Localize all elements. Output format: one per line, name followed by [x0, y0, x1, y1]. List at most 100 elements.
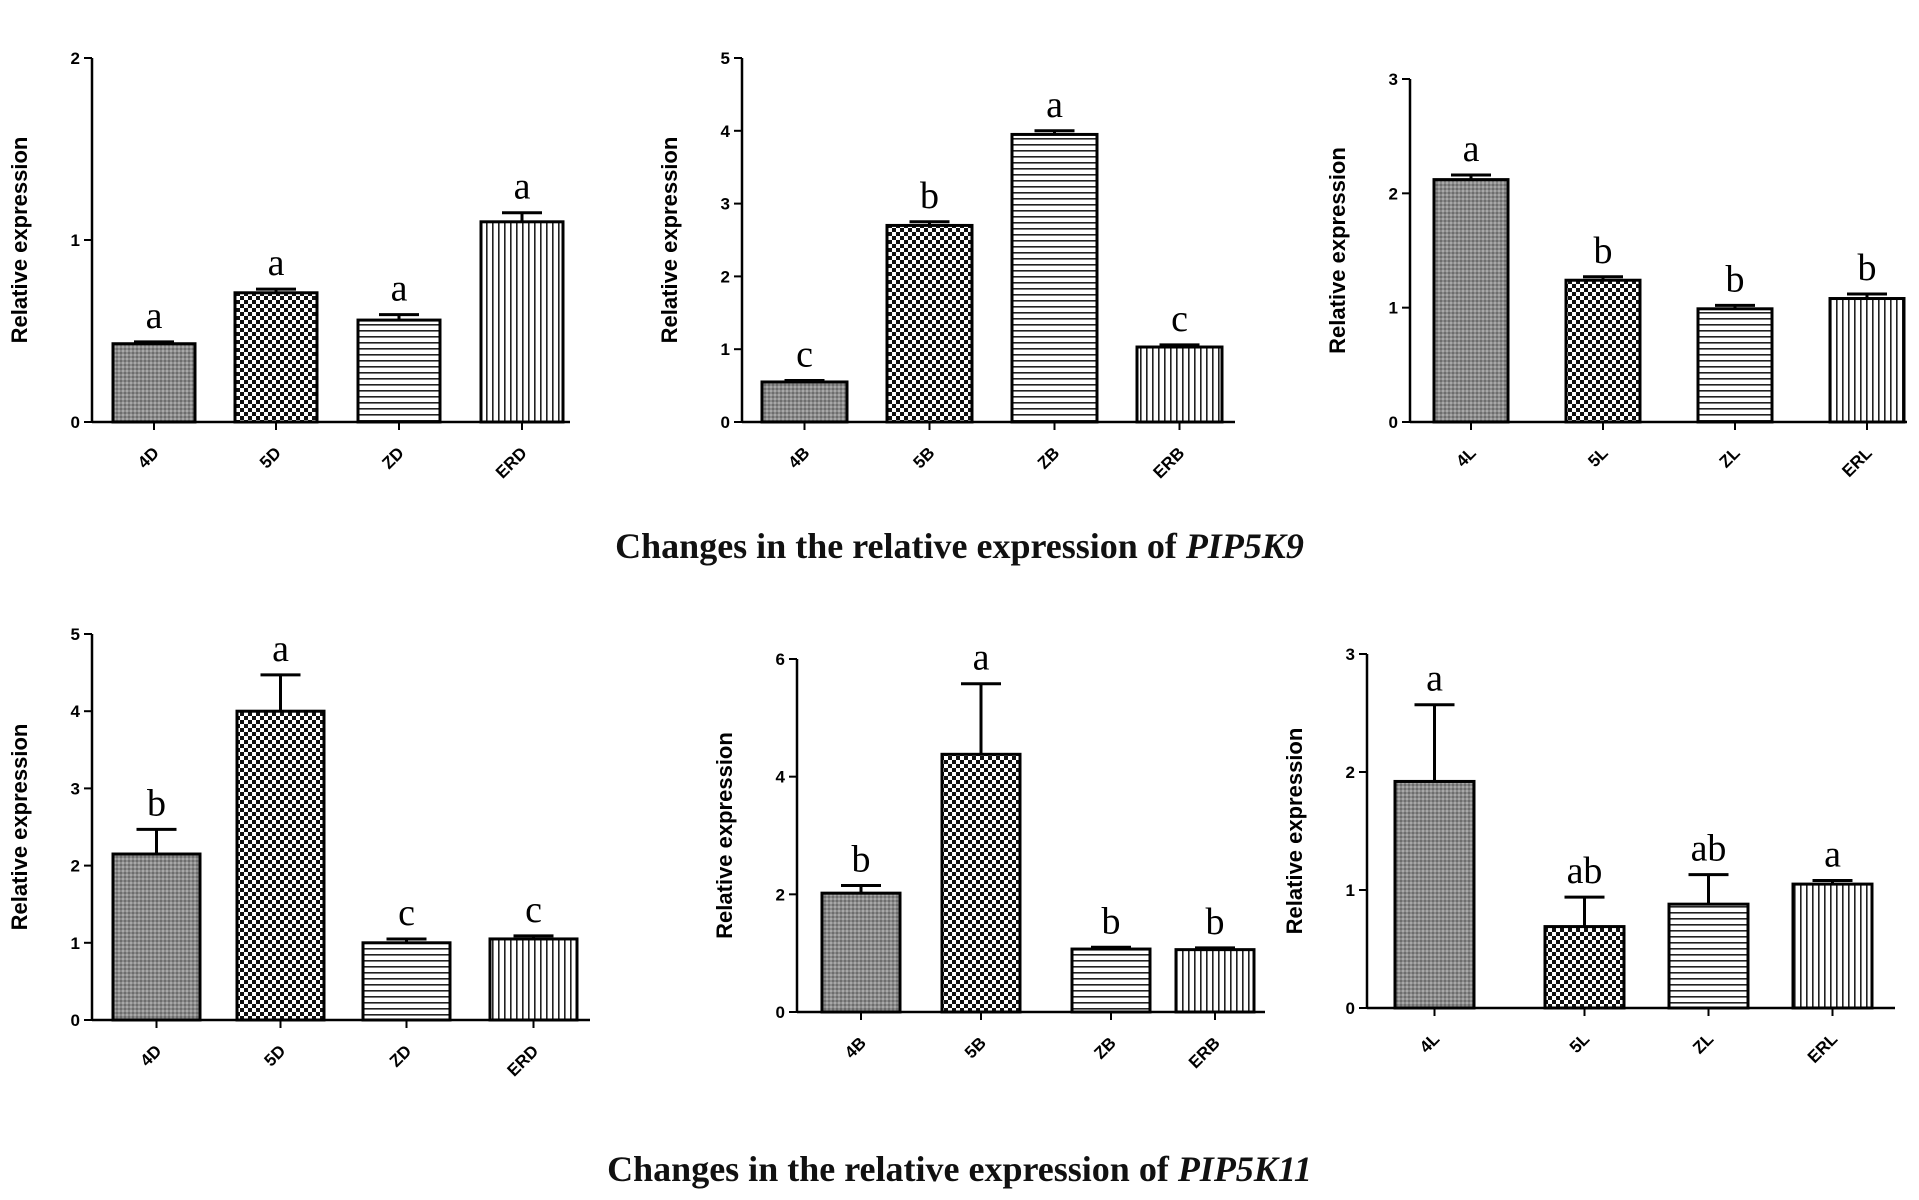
significance-letter: ab: [1691, 828, 1727, 870]
bar: [820, 891, 902, 1014]
y-tick-label: 3: [71, 779, 80, 798]
bar: [1564, 278, 1642, 424]
y-tick-label: 6: [776, 650, 785, 669]
bar: [235, 709, 326, 1022]
chart-panel: 0 1 2 3 Relative expression 4L a 5L b ZL b ERL b: [1325, 70, 1907, 481]
chart-panel: 0 2 4 6 Relative expression 4B b 5B a ZB b ERB b: [712, 637, 1265, 1072]
x-tick-label: ERL: [1838, 443, 1875, 480]
bar: [356, 318, 442, 424]
x-tick-label: 5D: [261, 1041, 290, 1070]
significance-letter: b: [1726, 258, 1745, 300]
x-tick-label: 4D: [137, 1041, 166, 1070]
bar: [1791, 882, 1874, 1010]
x-tick-label: ZL: [1716, 443, 1744, 471]
y-axis-label: Relative expression: [7, 137, 32, 344]
significance-letter: a: [1046, 84, 1063, 126]
y-axis-label: Relative expression: [1282, 728, 1307, 935]
y-axis-label: Relative expression: [1325, 147, 1350, 354]
x-tick-label: 5D: [256, 443, 285, 472]
significance-letter: b: [147, 782, 166, 824]
y-tick-label: 4: [776, 768, 786, 787]
y-tick-label: 4: [721, 122, 731, 141]
x-tick-label: 4L: [1416, 1029, 1443, 1056]
y-tick-label: 0: [1389, 413, 1398, 432]
x-tick-label: ZL: [1689, 1029, 1717, 1057]
x-tick-label: 4L: [1452, 443, 1479, 470]
y-tick-label: 2: [71, 49, 80, 68]
caption-prefix: Changes in the relative expression of: [615, 526, 1186, 566]
bar: [1070, 947, 1152, 1014]
significance-letter: c: [796, 334, 813, 376]
y-tick-label: 0: [721, 413, 730, 432]
significance-letter: a: [1426, 658, 1443, 700]
significance-letter: b: [920, 175, 939, 217]
bar: [1696, 307, 1774, 424]
caption-prefix: Changes in the relative expression of: [607, 1149, 1178, 1189]
y-tick-label: 1: [71, 231, 80, 250]
significance-letter: a: [1824, 834, 1841, 876]
x-tick-label: 4D: [134, 443, 163, 472]
significance-letter: a: [973, 637, 990, 679]
chart-panel: 0 1 2 3 4 5 Relative expression 4D b 5D a ZD c ERD c: [7, 625, 590, 1080]
y-tick-label: 1: [71, 934, 80, 953]
significance-letter: a: [391, 268, 408, 310]
bar: [1432, 178, 1510, 424]
y-tick-label: 2: [1389, 184, 1398, 203]
significance-letter: a: [146, 295, 163, 337]
y-axis-label: Relative expression: [657, 137, 682, 344]
significance-letter: b: [1102, 900, 1121, 942]
bar: [111, 852, 202, 1022]
x-tick-label: ZD: [386, 1041, 415, 1070]
bar: [1174, 948, 1256, 1014]
gene-name: PIP5K9: [1185, 526, 1304, 566]
y-tick-label: 0: [71, 413, 80, 432]
bar: [233, 291, 319, 424]
y-tick-label: 5: [721, 49, 730, 68]
bar: [940, 752, 1022, 1014]
x-tick-label: 4B: [841, 1033, 870, 1062]
x-tick-label: 4B: [785, 443, 814, 472]
significance-letter: b: [1858, 247, 1877, 289]
caption-pip5k9: Changes in the relative expression of PI…: [0, 525, 1919, 567]
significance-letter: a: [1463, 128, 1480, 170]
y-tick-label: 3: [1389, 70, 1398, 89]
y-tick-label: 0: [1346, 999, 1355, 1018]
bar: [1135, 345, 1224, 424]
y-tick-label: 2: [776, 885, 785, 904]
bar: [479, 220, 565, 424]
x-tick-label: ERD: [504, 1041, 543, 1080]
bar: [1667, 902, 1750, 1010]
x-tick-label: ERL: [1804, 1029, 1841, 1066]
x-tick-label: ERB: [1150, 443, 1189, 482]
x-tick-label: ZB: [1090, 1033, 1119, 1062]
significance-letter: ab: [1567, 850, 1603, 892]
chart-panel: 0 1 2 3 Relative expression 4L a 5L ab ZL ab ERL a: [1282, 645, 1895, 1067]
significance-letter: a: [268, 242, 285, 284]
y-axis-label: Relative expression: [7, 724, 32, 931]
bar: [760, 380, 849, 424]
significance-letter: b: [1206, 901, 1225, 943]
x-tick-label: 5L: [1566, 1029, 1593, 1056]
bar: [361, 941, 452, 1022]
x-tick-label: 5B: [910, 443, 939, 472]
significance-letter: c: [1171, 298, 1188, 340]
significance-letter: c: [398, 892, 415, 934]
significance-letter: a: [514, 166, 531, 208]
y-tick-label: 2: [71, 857, 80, 876]
significance-letter: b: [1594, 230, 1613, 272]
x-tick-label: ERB: [1185, 1033, 1224, 1072]
y-axis-label: Relative expression: [712, 732, 737, 939]
y-tick-label: 1: [1389, 299, 1398, 318]
y-tick-label: 1: [1346, 881, 1355, 900]
significance-letter: a: [272, 628, 289, 670]
y-tick-label: 0: [776, 1003, 785, 1022]
bar: [885, 223, 974, 424]
bar: [111, 342, 197, 424]
significance-letter: b: [852, 839, 871, 881]
y-tick-label: 2: [721, 267, 730, 286]
gene-name: PIP5K11: [1177, 1149, 1312, 1189]
caption-pip5k11: Changes in the relative expression of PI…: [0, 1148, 1919, 1190]
bar: [1828, 297, 1906, 424]
